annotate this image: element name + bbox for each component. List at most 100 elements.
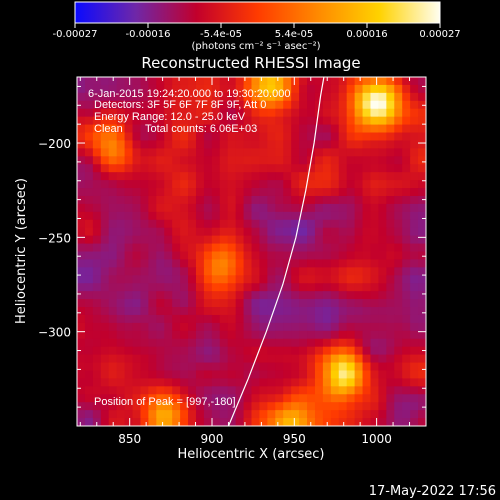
heatmap-cell	[307, 188, 316, 197]
heatmap-cell	[203, 219, 213, 229]
heatmap-cell	[180, 203, 189, 213]
heatmap-cell	[148, 235, 157, 245]
heatmap-cell	[259, 203, 268, 213]
heatmap-cell	[132, 410, 142, 419]
heatmap-cell	[108, 77, 118, 86]
heatmap-cell	[219, 267, 229, 276]
heatmap-cell	[156, 386, 165, 395]
heatmap-cell	[100, 211, 110, 221]
heatmap-cell	[172, 100, 181, 110]
heatmap-cell	[84, 330, 94, 340]
heatmap-cell	[100, 378, 110, 387]
heatmap-cell	[410, 402, 419, 411]
heatmap-cell	[338, 291, 348, 300]
heatmap-cell	[211, 362, 221, 372]
heatmap-cell	[267, 203, 276, 213]
heatmap-cell	[140, 116, 149, 126]
heatmap-cell	[299, 338, 308, 348]
heatmap-cell	[267, 108, 276, 118]
heatmap-cell	[195, 132, 205, 142]
heatmap-cell	[259, 243, 268, 253]
heatmap-cell	[291, 338, 300, 348]
heatmap-cell	[275, 338, 284, 348]
heatmap-cell	[283, 164, 292, 173]
heatmap-cell	[108, 259, 118, 268]
heatmap-cell	[156, 188, 165, 197]
heatmap-cell	[259, 77, 268, 86]
heatmap-cell	[299, 100, 308, 110]
heatmap-cell	[386, 188, 395, 197]
heatmap-cell	[77, 77, 86, 86]
heatmap-cell	[259, 370, 268, 380]
heatmap-cell	[346, 378, 356, 387]
heatmap-cell	[307, 299, 316, 308]
heatmap-cell	[219, 116, 229, 126]
heatmap-cell	[132, 299, 142, 308]
heatmap-cell	[354, 338, 364, 348]
heatmap-cell	[211, 291, 221, 300]
heatmap-cell	[188, 172, 197, 181]
heatmap-cell	[338, 243, 348, 253]
colorbar-tick-label: -0.00016	[126, 29, 171, 40]
heatmap-cell	[227, 188, 237, 197]
heatmap-cell	[251, 418, 261, 426]
heatmap-cell	[235, 164, 245, 173]
heatmap-cell	[410, 330, 419, 340]
heatmap-cell	[330, 283, 340, 292]
heatmap-cell	[338, 346, 348, 356]
heatmap-cell	[362, 267, 372, 276]
heatmap-cell	[410, 108, 419, 118]
heatmap-cell	[148, 394, 157, 403]
heatmap-cell	[219, 148, 229, 157]
heatmap-cell	[307, 164, 316, 173]
heatmap-cell	[386, 410, 395, 419]
heatmap-cell	[140, 108, 149, 118]
heatmap-cell	[203, 124, 213, 134]
heatmap-cell	[354, 322, 364, 332]
heatmap-cell	[116, 394, 126, 403]
heatmap-cell	[92, 394, 102, 403]
heatmap-cell	[188, 402, 197, 411]
heatmap-cell	[402, 195, 411, 205]
heatmap-cell	[259, 291, 268, 300]
heatmap-cell	[227, 386, 237, 395]
heatmap-cell	[84, 203, 94, 213]
heatmap-cell	[275, 299, 284, 308]
heatmap-cell	[362, 124, 372, 134]
heatmap-cell	[394, 172, 403, 181]
heatmap-cell	[322, 314, 332, 324]
heatmap-cell	[100, 370, 110, 380]
heatmap-cell	[227, 267, 237, 276]
heatmap-cell	[291, 251, 300, 261]
heatmap-cell	[124, 283, 134, 292]
heatmap-cell	[330, 235, 340, 245]
heatmap-cell	[243, 92, 253, 102]
heatmap-cell	[402, 148, 411, 157]
heatmap-cell	[243, 219, 253, 229]
heatmap-cell	[307, 314, 316, 324]
heatmap-cell	[346, 156, 356, 165]
heatmap-cell	[267, 386, 276, 395]
heatmap-cell	[164, 354, 173, 364]
heatmap-cell	[180, 418, 189, 426]
heatmap-cell	[370, 172, 380, 181]
heatmap-cell	[156, 92, 165, 102]
heatmap-cell	[338, 116, 348, 126]
heatmap-cell	[124, 354, 134, 364]
heatmap-cell	[132, 235, 142, 245]
heatmap-cell	[243, 402, 253, 411]
heatmap-cell	[314, 235, 324, 245]
heatmap-cell	[330, 418, 340, 426]
heatmap-cell	[378, 100, 387, 110]
heatmap-cell	[180, 219, 189, 229]
heatmap-cell	[275, 402, 284, 411]
heatmap-cell	[322, 132, 332, 142]
heatmap-cell	[132, 338, 142, 348]
heatmap-cell	[180, 354, 189, 364]
heatmap-cell	[267, 338, 276, 348]
heatmap-cell	[354, 108, 364, 118]
heatmap-cell	[394, 386, 403, 395]
heatmap-cell	[243, 188, 253, 197]
heatmap-cell	[354, 386, 364, 395]
heatmap-cell	[394, 211, 403, 221]
